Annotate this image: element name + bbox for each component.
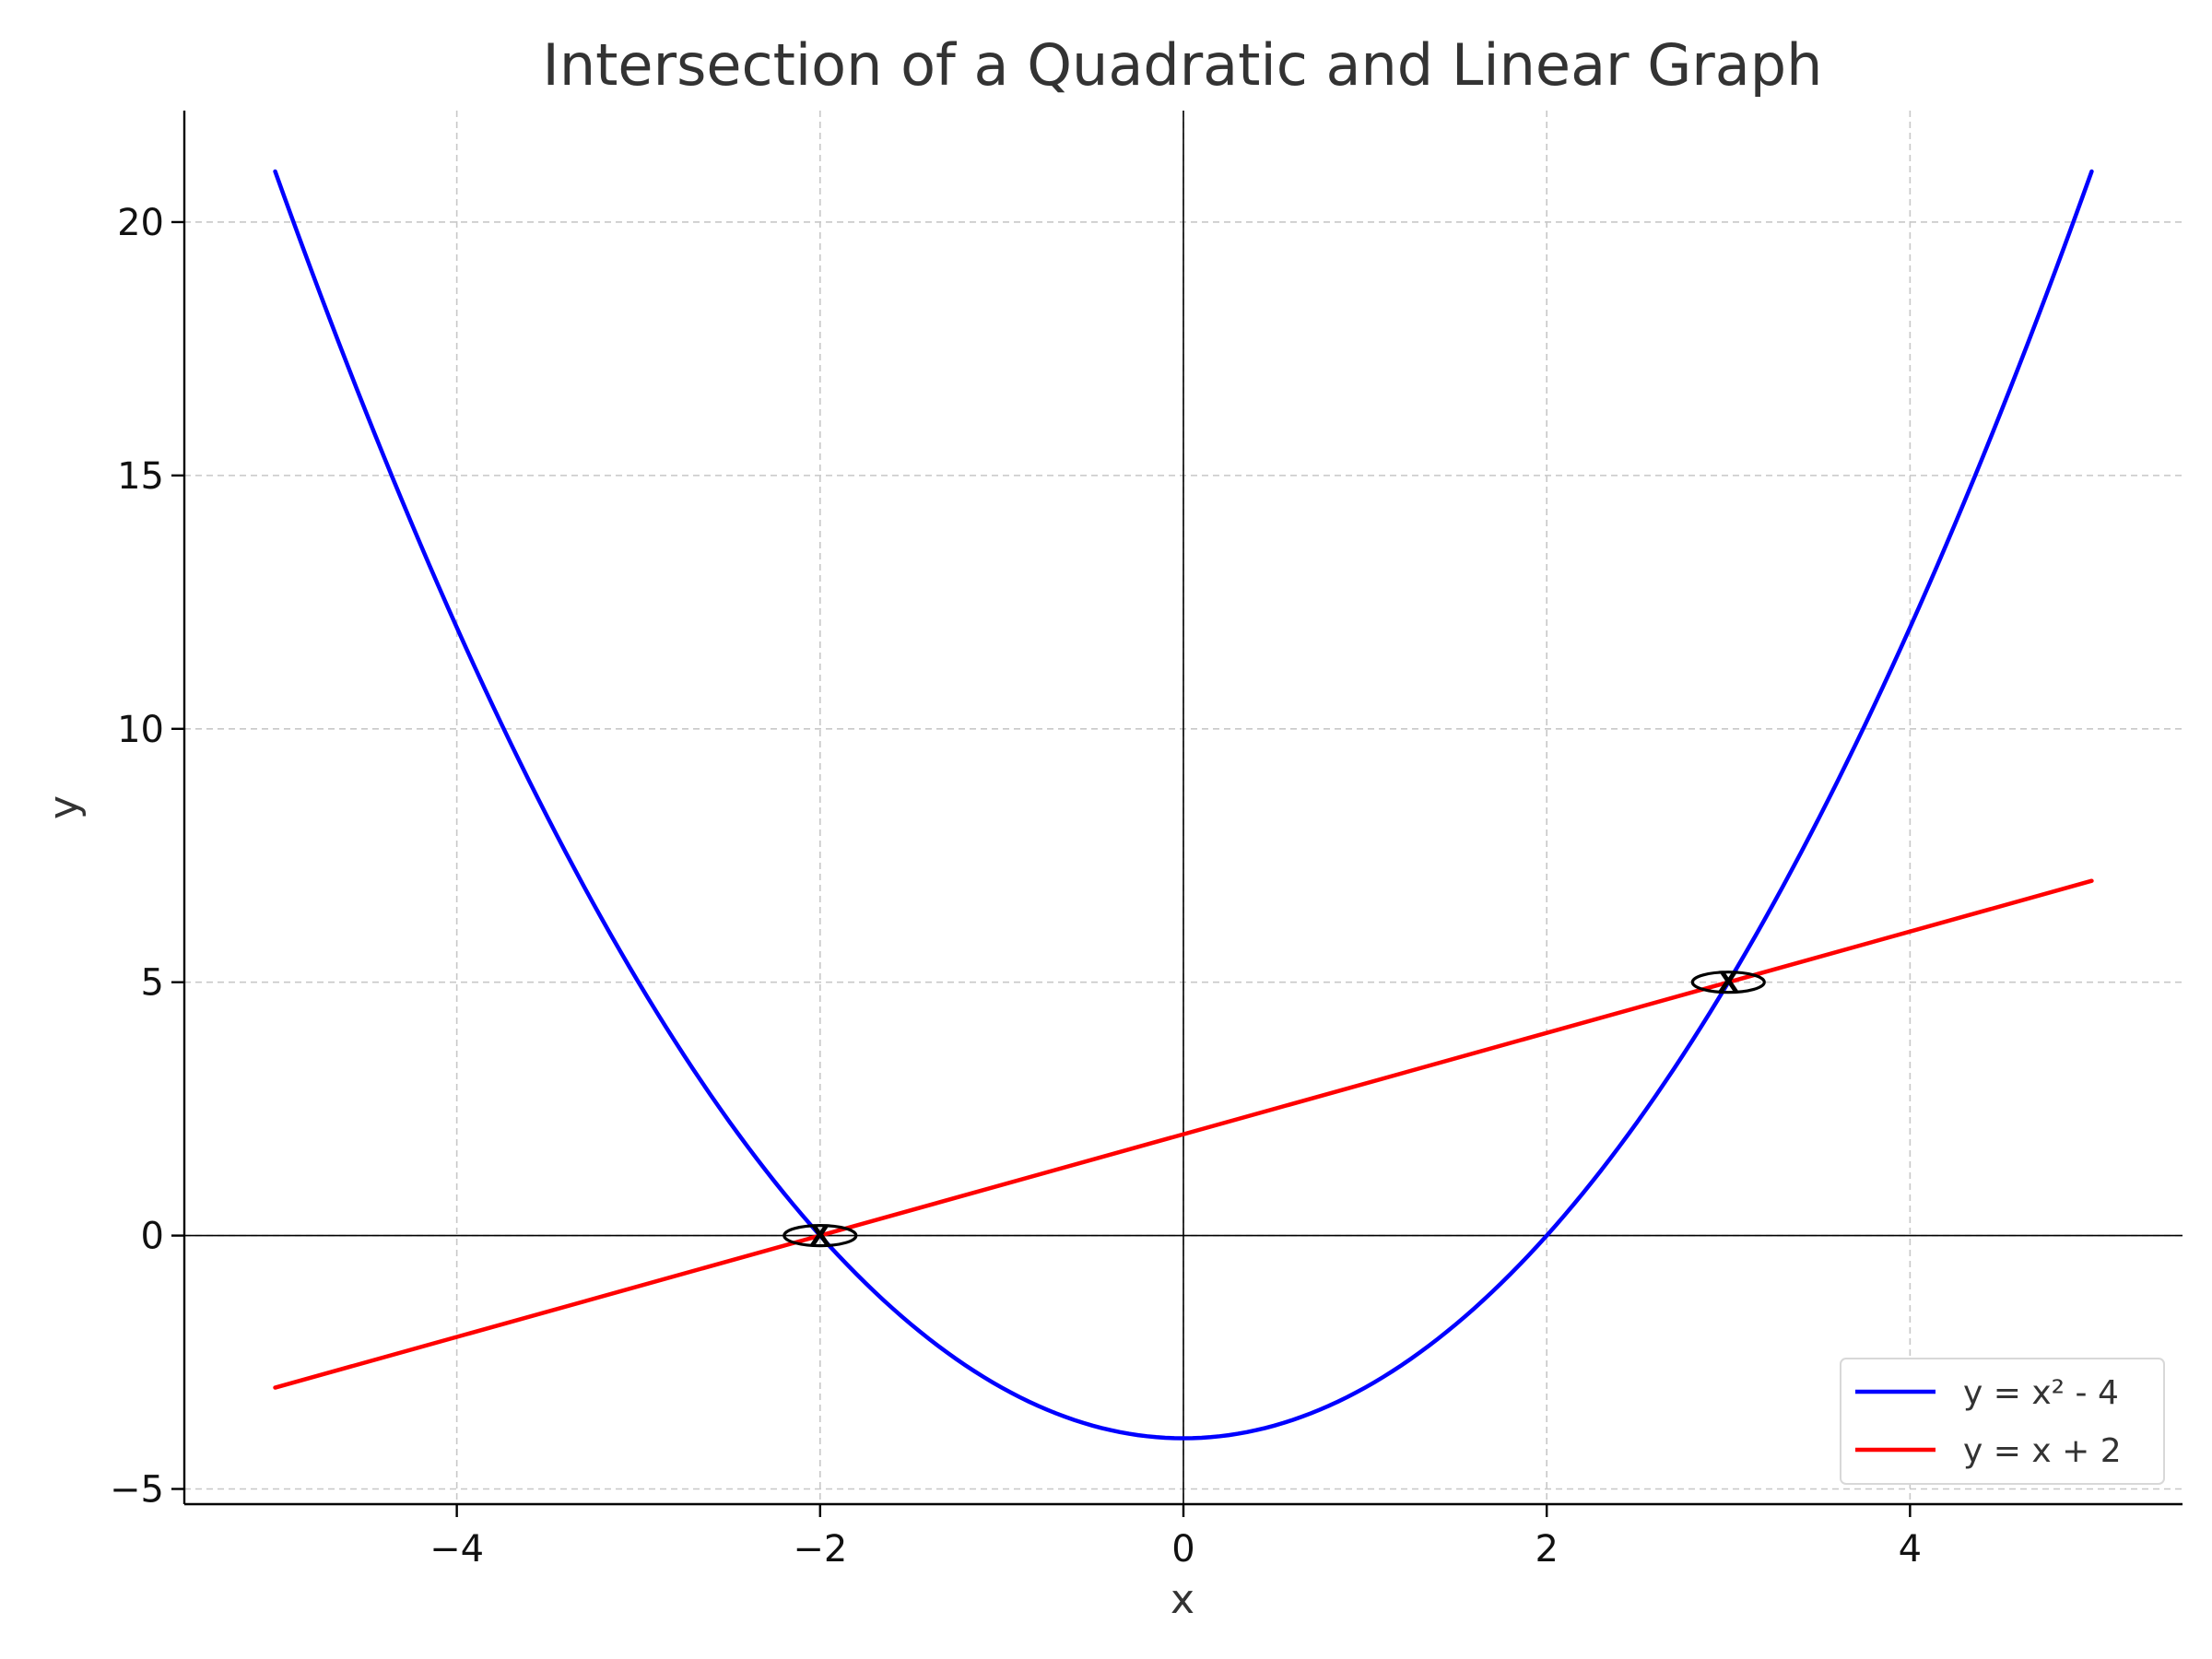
x-tick-label: −2 bbox=[793, 1528, 847, 1571]
x-tick-label: 2 bbox=[1535, 1528, 1558, 1571]
y-axis-label: y bbox=[41, 795, 88, 819]
legend-label-quadratic: y = x² - 4 bbox=[1963, 1374, 2119, 1412]
y-tick-label: 10 bbox=[117, 709, 164, 751]
y-tick-label: 5 bbox=[141, 962, 164, 1005]
x-tick-label: 4 bbox=[1899, 1528, 1922, 1571]
intersection-ring bbox=[1690, 971, 1766, 994]
intersection-label: X bbox=[809, 1220, 830, 1253]
chart-title: Intersection of a Quadratic and Linear G… bbox=[543, 31, 1823, 99]
intersection-label: X bbox=[1718, 967, 1739, 999]
y-tick-label: 0 bbox=[141, 1216, 164, 1258]
zero-lines bbox=[184, 111, 2183, 1504]
series-linear bbox=[273, 878, 2094, 1390]
series-group bbox=[273, 169, 2094, 1441]
y-tick-label: 20 bbox=[117, 202, 164, 244]
series-quadratic bbox=[273, 169, 2094, 1441]
x-tick-label: −4 bbox=[429, 1528, 484, 1571]
legend: y = x² - 4 y = x + 2 bbox=[1840, 1358, 2165, 1485]
x-tick-label: 0 bbox=[1171, 1528, 1194, 1571]
legend-label-linear: y = x + 2 bbox=[1963, 1432, 2122, 1470]
ticks: −4 −2 0 2 4 −5 0 5 10 15 20 bbox=[110, 202, 1922, 1571]
intersection-ring bbox=[782, 1223, 858, 1248]
intersection-markers: XX bbox=[782, 967, 1766, 1253]
y-tick-label: 15 bbox=[117, 455, 164, 498]
y-tick-label: −5 bbox=[110, 1469, 164, 1512]
x-axis-label: x bbox=[1171, 1576, 1194, 1623]
